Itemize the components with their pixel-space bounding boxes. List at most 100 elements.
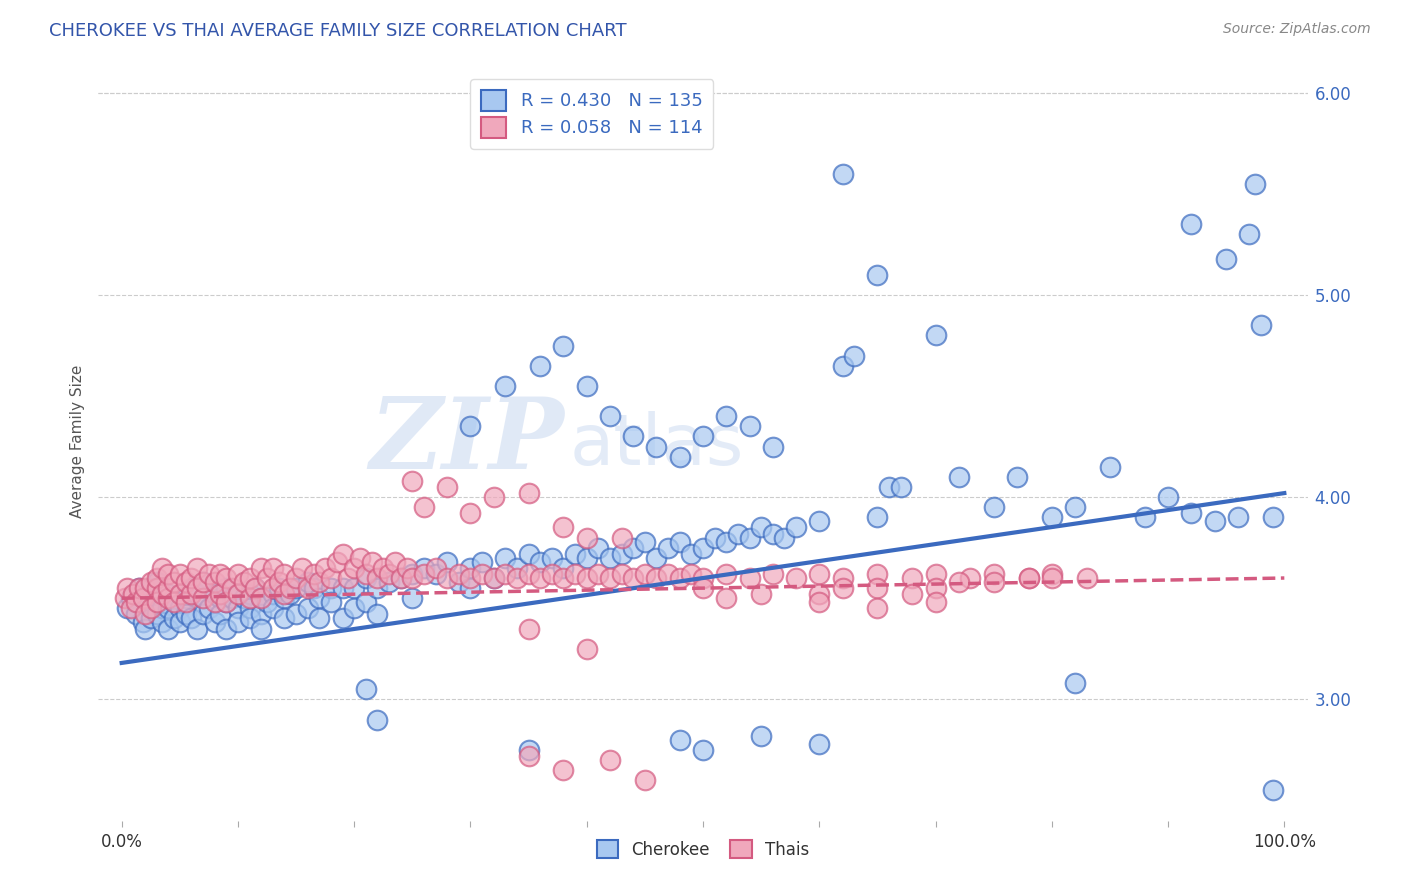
Point — [959, 571, 981, 585]
Point — [460, 581, 482, 595]
Point — [1018, 571, 1040, 585]
Point — [494, 550, 516, 565]
Point — [1040, 571, 1063, 585]
Point — [506, 571, 529, 585]
Point — [256, 571, 278, 585]
Point — [169, 601, 191, 615]
Point — [191, 591, 214, 606]
Point — [395, 561, 418, 575]
Point — [1261, 510, 1284, 524]
Point — [401, 474, 423, 488]
Point — [808, 566, 831, 581]
Point — [157, 622, 180, 636]
Point — [384, 555, 406, 569]
Point — [1244, 177, 1267, 191]
Point — [157, 591, 180, 606]
Point — [413, 500, 436, 515]
Point — [191, 607, 214, 622]
Point — [332, 547, 354, 561]
Point — [262, 561, 284, 575]
Point — [1215, 252, 1237, 266]
Point — [681, 547, 703, 561]
Legend: Cherokee, Thais: Cherokee, Thais — [591, 833, 815, 865]
Point — [529, 555, 551, 569]
Point — [844, 349, 866, 363]
Point — [273, 587, 295, 601]
Point — [134, 607, 156, 622]
Point — [157, 601, 180, 615]
Point — [169, 587, 191, 601]
Point — [621, 571, 644, 585]
Point — [278, 581, 301, 595]
Point — [302, 581, 325, 595]
Point — [1133, 510, 1156, 524]
Point — [901, 587, 924, 601]
Point — [482, 571, 505, 585]
Point — [134, 622, 156, 636]
Point — [553, 571, 575, 585]
Point — [436, 555, 458, 569]
Point — [349, 550, 371, 565]
Point — [366, 607, 388, 622]
Point — [401, 571, 423, 585]
Point — [1157, 490, 1180, 504]
Point — [226, 615, 249, 630]
Point — [599, 753, 621, 767]
Point — [599, 571, 621, 585]
Point — [575, 531, 598, 545]
Point — [128, 581, 150, 595]
Point — [297, 581, 319, 595]
Point — [239, 611, 262, 625]
Point — [319, 571, 342, 585]
Point — [413, 561, 436, 575]
Point — [517, 743, 540, 757]
Point — [460, 571, 482, 585]
Point — [634, 773, 657, 788]
Point — [517, 566, 540, 581]
Point — [262, 601, 284, 615]
Point — [401, 566, 423, 581]
Point — [785, 571, 807, 585]
Point — [575, 641, 598, 656]
Point — [738, 419, 761, 434]
Point — [378, 575, 401, 590]
Point — [517, 486, 540, 500]
Point — [762, 440, 785, 454]
Point — [716, 409, 738, 424]
Point — [343, 581, 366, 595]
Point — [517, 622, 540, 636]
Point — [302, 566, 325, 581]
Point — [157, 581, 180, 595]
Point — [692, 571, 714, 585]
Point — [785, 520, 807, 534]
Point — [221, 581, 243, 595]
Point — [308, 611, 330, 625]
Point — [901, 571, 924, 585]
Point — [553, 338, 575, 352]
Point — [575, 379, 598, 393]
Point — [145, 591, 167, 606]
Point — [831, 359, 853, 373]
Point — [186, 581, 208, 595]
Point — [120, 601, 142, 615]
Point — [1261, 783, 1284, 797]
Point — [273, 566, 295, 581]
Point — [117, 581, 139, 595]
Point — [145, 581, 167, 595]
Point — [145, 595, 167, 609]
Point — [250, 591, 273, 606]
Point — [354, 682, 377, 697]
Point — [831, 167, 853, 181]
Point — [198, 566, 221, 581]
Point — [866, 566, 889, 581]
Point — [1098, 459, 1121, 474]
Point — [239, 591, 262, 606]
Point — [948, 470, 970, 484]
Point — [506, 561, 529, 575]
Point — [157, 566, 180, 581]
Point — [226, 601, 249, 615]
Point — [447, 575, 470, 590]
Point — [297, 601, 319, 615]
Point — [1180, 217, 1202, 231]
Point — [232, 591, 254, 606]
